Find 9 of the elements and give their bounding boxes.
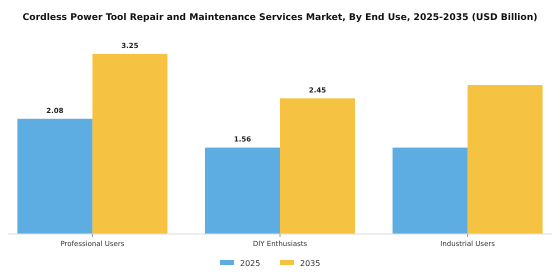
legend-label: 2025 xyxy=(240,259,260,268)
bar xyxy=(17,118,92,234)
bar xyxy=(392,148,468,234)
chart-title: Cordless Power Tool Repair and Maintenance Services Market, By End Use, 2025-2035 (USD Billion) xyxy=(22,12,538,23)
bar xyxy=(204,148,280,234)
bar xyxy=(468,85,543,234)
bar xyxy=(280,98,356,234)
legend-label: 2035 xyxy=(300,259,320,268)
bar xyxy=(92,54,168,234)
